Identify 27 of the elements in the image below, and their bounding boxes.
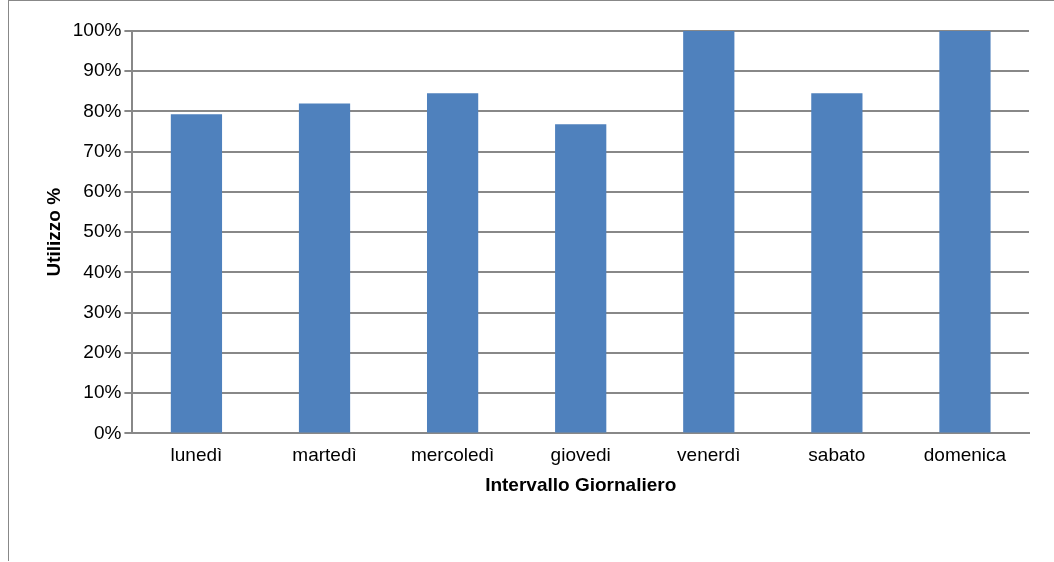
x-tick-label: mercoledì [410, 444, 495, 466]
bar [683, 31, 735, 433]
y-tick-label: 50% [83, 220, 122, 242]
y-tick-label: 80% [83, 99, 122, 121]
y-tick-label: 30% [83, 300, 122, 322]
y-tick-label: 0% [93, 421, 122, 443]
bar [426, 93, 479, 433]
x-tick-label: martedì [292, 444, 357, 466]
bar [555, 124, 607, 433]
x-tick-label: giovedi [550, 444, 611, 466]
y-tick-label: 60% [83, 180, 122, 202]
y-tick-label: 70% [83, 139, 122, 161]
bar [298, 103, 351, 433]
y-axis-title: Utilizzo % [42, 187, 64, 277]
x-axis-title: Intervallo Giornaliero [485, 473, 677, 495]
y-tick-label: 20% [83, 341, 122, 363]
y-tick-label: 90% [83, 59, 122, 81]
x-tick-label: venerdì [677, 444, 741, 466]
x-tick-label: domenica [923, 444, 1007, 466]
bar [811, 93, 863, 433]
bar [170, 114, 223, 433]
y-tick-label: 40% [83, 260, 122, 282]
x-tick-label: lunedì [170, 444, 223, 466]
y-tick-label: 10% [83, 381, 122, 403]
bar [939, 31, 991, 433]
x-tick-label: sabato [808, 444, 866, 466]
y-tick-label: 100% [72, 19, 122, 41]
